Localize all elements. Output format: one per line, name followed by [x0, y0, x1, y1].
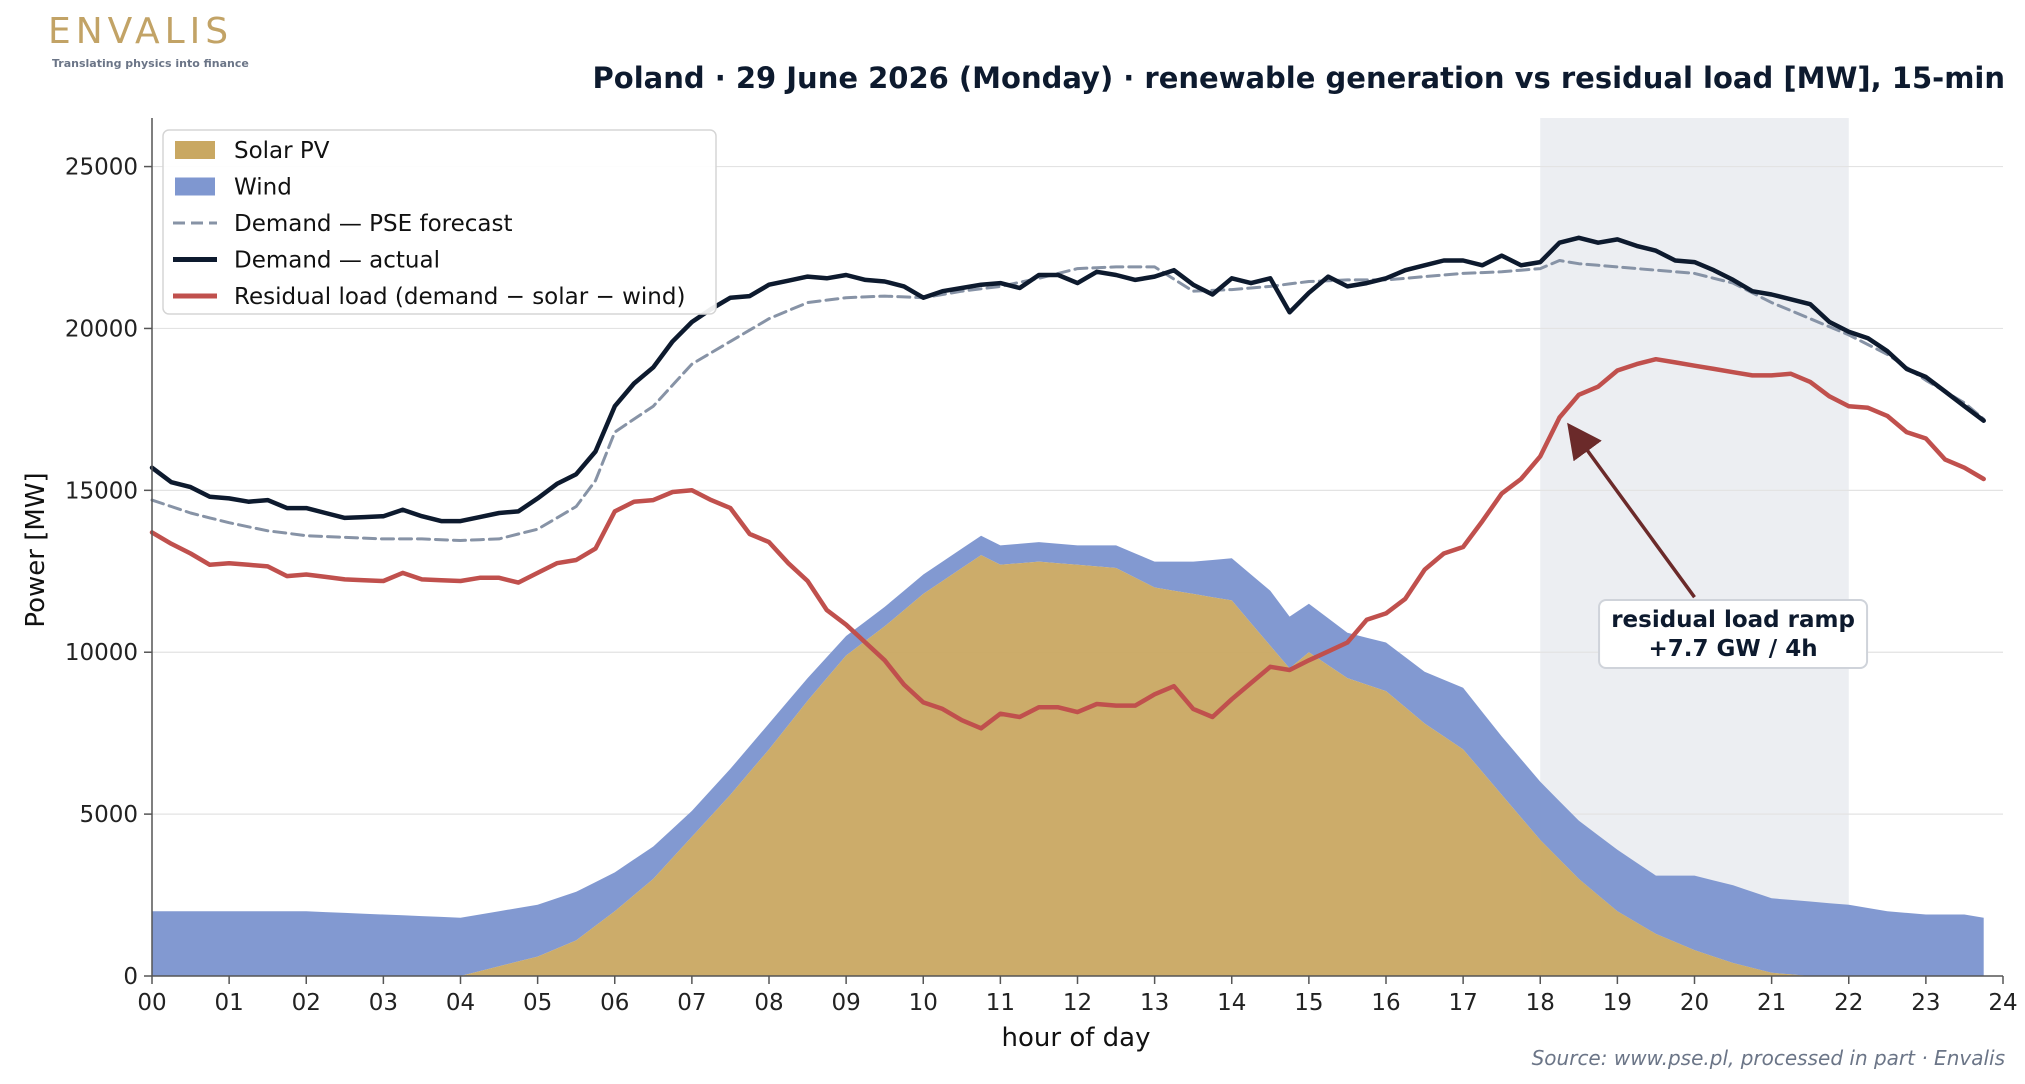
x-tick-label: 09: [831, 990, 860, 1016]
x-tick-label: 05: [523, 990, 552, 1016]
x-tick-label: 12: [1063, 990, 1092, 1016]
line-layer: [149, 235, 1986, 731]
x-tick-label: 18: [1526, 990, 1555, 1016]
x-tick-label: 22: [1834, 990, 1863, 1016]
chart-title: Poland · 29 June 2026 (Monday) · renewab…: [593, 61, 2005, 95]
annotation-arrow: [1567, 422, 1696, 599]
x-tick-label: 17: [1448, 990, 1477, 1016]
legend-box: [162, 129, 717, 315]
annotation-layer: residual load ramp +7.7 GW / 4h: [1567, 422, 1869, 669]
x-tick-label: 10: [909, 990, 938, 1016]
x-tick-label: 20: [1680, 990, 1709, 1016]
solar-area: [152, 555, 1984, 976]
x-tick-label: 15: [1294, 990, 1323, 1016]
x-tick-label: 19: [1603, 990, 1632, 1016]
demand-actual-line: [149, 235, 1986, 524]
x-tick-label: 03: [369, 990, 398, 1016]
x-tick-label: 23: [1911, 990, 1940, 1016]
x-tick-label: 11: [986, 990, 1015, 1016]
x-tick-label: 00: [137, 990, 166, 1016]
x-tick-label: 24: [1988, 990, 2017, 1016]
demand-forecast-line: [150, 259, 1986, 542]
x-tick-label: 06: [600, 990, 629, 1016]
x-tick-label: 08: [754, 990, 783, 1016]
annotation-box: [1598, 599, 1869, 669]
legend-label: Wind: [234, 175, 292, 201]
y-tick-label: 10000: [65, 640, 138, 666]
legend-label: Residual load (demand − solar − wind): [234, 284, 685, 310]
brand-tagline: Translating physics into finance: [52, 57, 249, 70]
y-tick-label: 5000: [79, 802, 138, 828]
x-tick-label: 07: [677, 990, 706, 1016]
x-tick-label: 04: [446, 990, 475, 1016]
legend-swatch-solar: [175, 141, 215, 159]
y-tick-label: 15000: [65, 478, 138, 504]
legend-swatch-wind: [175, 177, 215, 196]
legend-label: Solar PV: [234, 138, 330, 164]
y-axis-label: Power [MW]: [21, 472, 51, 627]
y-tick-label: 20000: [65, 316, 138, 342]
x-tick-label: 14: [1217, 990, 1246, 1016]
annotation-text-line2: +7.7 GW / 4h: [1649, 636, 1818, 662]
x-axis-label: hour of day: [1002, 1023, 1151, 1053]
x-tick-label: 02: [292, 990, 321, 1016]
x-tick-label: 13: [1140, 990, 1169, 1016]
legend: Solar PV Wind Demand — PSE forecast Demand …: [162, 129, 717, 315]
area-layer: [152, 535, 1984, 976]
legend-label: Demand — PSE forecast: [234, 211, 512, 237]
brand-logo: ENVALIS: [48, 11, 233, 52]
x-tick-label: 16: [1371, 990, 1400, 1016]
x-tick-label: 01: [214, 990, 243, 1016]
source-note: Source: www.pse.pl, processed in part · …: [1532, 1046, 2005, 1070]
wind-area: [152, 535, 1984, 976]
annotation-text-line1: residual load ramp: [1611, 607, 1855, 633]
y-tick-label: 25000: [65, 155, 138, 181]
residual-load-line: [149, 356, 1986, 731]
axes: 0 5000 10000 15000 20000 25000 00 01 02 03 04 05 06 0…: [65, 118, 2018, 1016]
y-tick-label: 0: [123, 964, 138, 990]
legend-label: Demand — actual: [234, 248, 440, 274]
x-tick-label: 21: [1757, 990, 1786, 1016]
